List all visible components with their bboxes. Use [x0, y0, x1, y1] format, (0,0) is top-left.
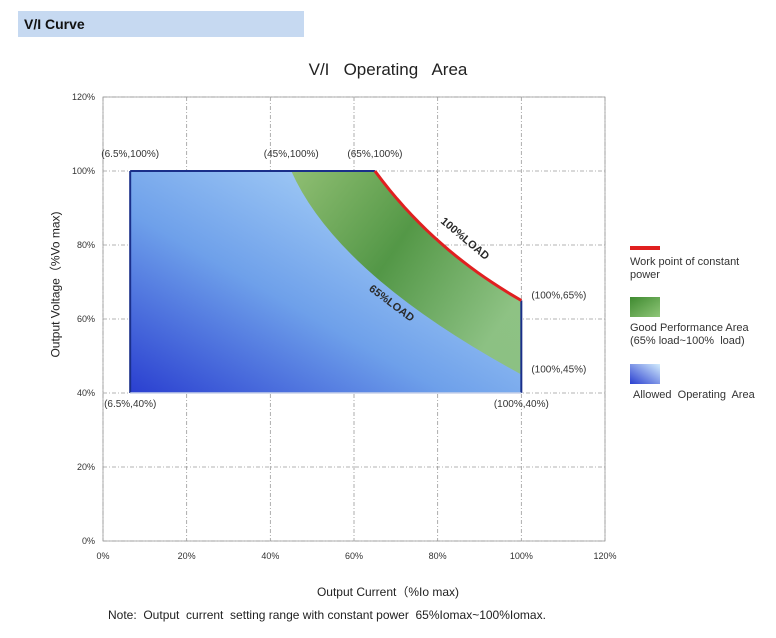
allowed-operating-area — [130, 171, 522, 393]
point-annotation: (6.5%,40%) — [104, 399, 156, 410]
point-annotation: (65%,100%) — [347, 149, 402, 160]
y-tick-label: 40% — [77, 388, 95, 398]
point-annotation: (100%,40%) — [494, 399, 549, 410]
y-tick-label: 60% — [77, 314, 95, 324]
point-annotation: (100%,65%) — [531, 291, 586, 302]
legend-label-allowed-area: Allowed Operating Area — [633, 389, 755, 401]
plot-area — [129, 170, 523, 394]
y-axis-label: Output Voltage（%Vo max) — [48, 211, 63, 358]
y-tick-label: 120% — [72, 92, 95, 102]
y-tick-label: 20% — [77, 462, 95, 472]
point-annotation: (100%,45%) — [531, 365, 586, 376]
x-tick-label: 20% — [178, 551, 196, 561]
section-header: V/I Curve — [18, 11, 304, 37]
point-annotation: (6.5%,100%) — [101, 149, 159, 160]
footnote: Note: Output current setting range with … — [108, 608, 546, 622]
constant-power-line — [373, 170, 523, 302]
y-tick-label: 0% — [82, 536, 95, 546]
y-tick-label: 80% — [77, 240, 95, 250]
x-tick-label: 100% — [510, 551, 533, 561]
chart-title: V/I Operating Area — [308, 60, 468, 79]
legend-label-constant-power: Work point of constant power — [630, 256, 740, 281]
x-tick-label: 40% — [261, 551, 279, 561]
point-annotation: (45%,100%) — [264, 149, 319, 160]
vi-chart: 0% 20% 40% 60% 80% 100% 120% 0% 20% 40% 60% 80% 100%… — [72, 92, 660, 561]
legend-swatch-allowed-area — [630, 364, 660, 384]
x-axis-label: Output Current（%Io max) — [316, 585, 460, 599]
x-tick-label: 60% — [345, 551, 363, 561]
tick-labels: 0% 20% 40% 60% 80% 100% 120% 0% 20% 40% 60% 80% 100%… — [72, 92, 617, 561]
legend-label-good-performance: Good Performance Area (65% load~100% loa… — [630, 322, 749, 347]
plot-frame — [102, 96, 606, 542]
x-tick-label: 120% — [593, 551, 616, 561]
legend-swatch-good-performance — [630, 297, 660, 317]
y-tick-label: 100% — [72, 166, 95, 176]
legend — [630, 246, 660, 384]
good-performance-area — [291, 171, 522, 375]
x-tick-label: 80% — [429, 551, 447, 561]
x-tick-label: 0% — [96, 551, 109, 561]
